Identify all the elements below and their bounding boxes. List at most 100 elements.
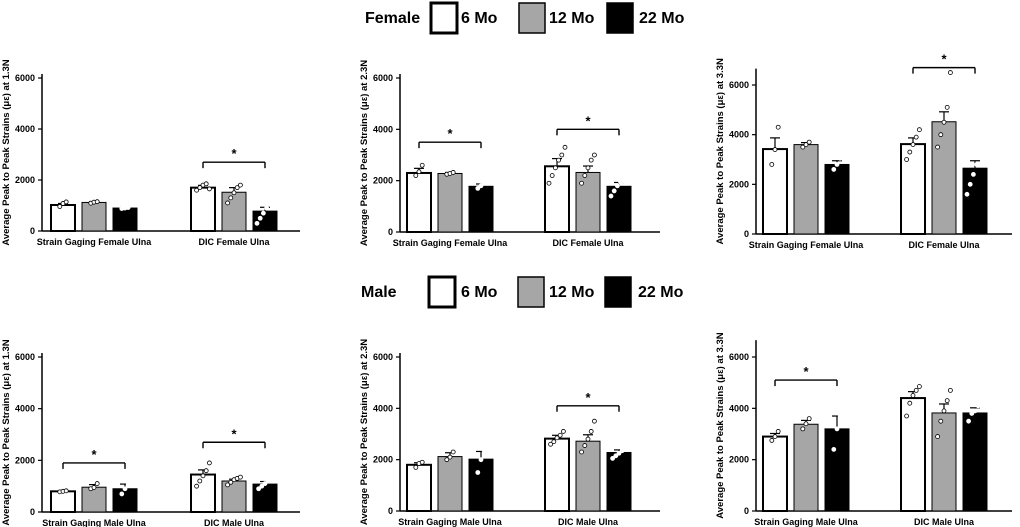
data-point [966, 418, 971, 424]
bar [190, 186, 216, 232]
data-point [944, 104, 950, 110]
bar [762, 435, 788, 513]
y-tick-label: 0 [744, 229, 749, 239]
category-label: DIC Female Ulna [552, 238, 624, 248]
bar [900, 143, 926, 235]
data-point [94, 481, 100, 486]
data-point [551, 439, 557, 445]
legends: Female 6 Mo 12 Mo 22 Mo Male 6 Mo 12 Mo 22 Mo [361, 1, 685, 309]
significance-star: * [585, 390, 591, 405]
category-label: DIC Male Ulna [558, 517, 619, 527]
bar [900, 397, 926, 513]
data-point [254, 220, 260, 226]
significance-star: * [231, 426, 237, 441]
bar [931, 412, 957, 512]
data-point [200, 473, 206, 479]
data-point [831, 446, 837, 452]
data-point [624, 176, 630, 182]
significance-star: * [585, 113, 591, 128]
y-tick-label: 4000 [729, 403, 749, 413]
data-point [481, 180, 487, 186]
data-point [917, 127, 922, 133]
data-point [917, 384, 922, 389]
significance-star: * [447, 126, 453, 141]
data-point [197, 185, 203, 191]
data-point [831, 167, 837, 172]
significance-star: * [941, 52, 947, 67]
data-point [803, 421, 809, 427]
data-point [806, 416, 812, 422]
category-label: Strain Gaging Female Ulna [393, 238, 509, 248]
y-tick-label: 6000 [729, 80, 749, 90]
data-point [206, 186, 212, 192]
legend-label: 6 Mo [461, 284, 498, 301]
data-point [938, 418, 944, 424]
y-tick-label: 4000 [373, 124, 393, 134]
y-tick-label: 2000 [15, 455, 35, 465]
data-point [260, 210, 266, 216]
data-point [585, 165, 591, 171]
data-point [967, 181, 973, 187]
legend-label: 6 Mo [461, 10, 498, 27]
data-point [556, 157, 561, 163]
data-point [800, 426, 806, 432]
bar [606, 451, 632, 512]
y-tick-label: 2000 [729, 455, 749, 465]
bar [824, 428, 850, 512]
category-label: DIC Female Ulna [908, 240, 980, 250]
bar [112, 488, 138, 513]
bar [824, 163, 850, 235]
y-tick-label: 6000 [15, 352, 35, 362]
legend-0: Female 6 Mo 12 Mo 22 Mo [365, 1, 685, 35]
data-point [559, 152, 565, 158]
data-point [548, 441, 553, 447]
data-point [268, 476, 274, 481]
y-tick-label: 0 [388, 227, 393, 237]
legend-swatch [517, 276, 545, 308]
significance-star: * [91, 447, 97, 462]
bar [544, 165, 570, 233]
data-point [619, 448, 625, 454]
significance-star: * [803, 364, 809, 379]
data-point [610, 455, 615, 461]
data-point [941, 119, 947, 125]
data-point [910, 142, 916, 148]
y-tick-label: 0 [30, 226, 35, 236]
data-point [94, 199, 100, 205]
data-point [413, 464, 419, 470]
data-point [974, 162, 979, 167]
data-point [834, 426, 840, 432]
bar [190, 473, 216, 513]
data-point [941, 408, 947, 414]
bar [606, 185, 632, 233]
y-axis-title: Average Peak to Peak Strains (με) at 2.3… [359, 339, 370, 525]
data-point [416, 169, 422, 175]
data-point [450, 449, 456, 455]
bar [544, 437, 570, 512]
data-point [913, 387, 919, 393]
y-tick-label: 4000 [729, 130, 749, 140]
data-point [206, 460, 212, 466]
data-point [948, 70, 953, 75]
data-point [267, 200, 273, 206]
data-point [119, 491, 125, 497]
data-point [907, 400, 913, 406]
data-point [803, 142, 809, 148]
data-point [444, 457, 450, 463]
legend-swatch [518, 2, 546, 34]
legend-label: 12 Mo [549, 10, 595, 27]
data-point [475, 185, 481, 191]
data-point [265, 478, 271, 484]
data-point [91, 485, 97, 490]
data-point [419, 459, 425, 465]
data-point [553, 165, 558, 171]
category-label: Strain Gaging Male Ulna [42, 518, 147, 527]
legend-title: Female [365, 10, 420, 27]
data-point [588, 429, 594, 434]
bar [112, 207, 138, 232]
